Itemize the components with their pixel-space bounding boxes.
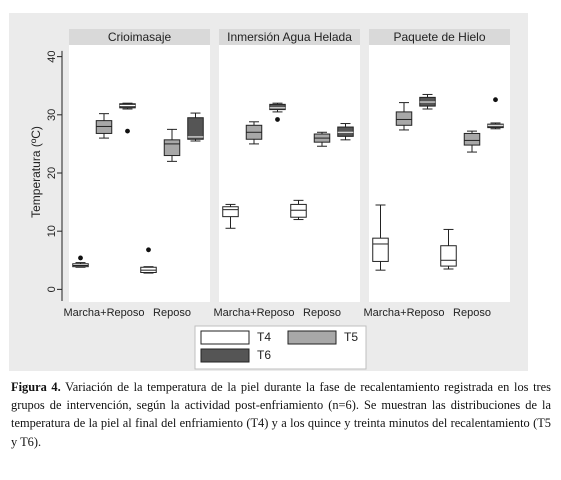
panel: Paquete de Hielo Marcha+Reposo Reposo xyxy=(363,29,510,319)
panel-title: Paquete de Hielo xyxy=(393,30,485,44)
y-axis: 0 10 20 30 40 xyxy=(46,51,63,301)
box-plot xyxy=(119,102,136,134)
x-category-label: Reposo xyxy=(153,307,191,319)
panel-strip xyxy=(69,29,210,45)
box-plot xyxy=(419,93,436,110)
y-tick-label: 30 xyxy=(46,109,58,121)
box-plot xyxy=(140,247,157,274)
y-tick-label: 0 xyxy=(46,286,58,292)
box-plot xyxy=(395,102,413,131)
box-body xyxy=(463,132,481,146)
box-plot xyxy=(95,113,113,139)
box-plot xyxy=(72,255,89,268)
figure-chart: Temperatura (ºC) 0 10 20 30 40 Crioimasaje Ma… xyxy=(9,13,528,371)
box-body xyxy=(395,111,413,126)
x-category-label: Reposo xyxy=(453,307,491,319)
panel-plot-area xyxy=(369,45,510,302)
panel-title: Crioimasaje xyxy=(108,30,172,44)
box-body xyxy=(487,123,504,129)
box-plot xyxy=(187,112,204,142)
box-body xyxy=(290,203,307,218)
box-body xyxy=(187,117,204,140)
box-body xyxy=(95,120,113,134)
box-body xyxy=(269,103,286,111)
x-category-label: Marcha+Reposo xyxy=(213,307,294,319)
panel-strip xyxy=(369,29,510,45)
box-plot xyxy=(337,123,354,141)
panel: Inmersión Agua Helada Marcha+Reposo Reposo xyxy=(213,29,360,319)
box-plot xyxy=(313,131,331,147)
box-plot xyxy=(269,102,286,122)
box-plot xyxy=(487,97,504,130)
box-body xyxy=(440,245,457,267)
box-outlier xyxy=(125,128,130,134)
caption-label: Figura 4. xyxy=(11,380,61,394)
box-plot xyxy=(163,128,181,162)
x-category-label: Marcha+Reposo xyxy=(363,307,444,319)
box-plot xyxy=(245,121,263,145)
panel-plot-area xyxy=(219,45,360,302)
box-plot xyxy=(440,228,457,270)
legend-label: T4 xyxy=(257,330,271,344)
box-body xyxy=(222,206,239,218)
legend-label: T5 xyxy=(344,330,358,344)
y-tick-label: 40 xyxy=(46,51,58,63)
box-outlier xyxy=(493,97,498,103)
legend-swatch xyxy=(200,348,250,363)
box-body xyxy=(337,126,354,137)
y-axis-label: Temperatura (ºC) xyxy=(29,126,43,218)
box-plot xyxy=(222,203,239,229)
box-plot xyxy=(290,199,307,221)
figure-caption: Figura 4. Variación de la temperatura de… xyxy=(11,378,551,451)
panel-strip xyxy=(219,29,360,45)
box-outlier xyxy=(146,247,151,253)
box-outlier xyxy=(275,117,280,122)
y-tick-label: 10 xyxy=(46,225,58,237)
x-category-label: Reposo xyxy=(303,307,341,319)
panel-title: Inmersión Agua Helada xyxy=(227,30,352,44)
legend-swatch xyxy=(200,330,250,345)
caption-text: Variación de la temperatura de la piel d… xyxy=(11,380,551,449)
chart-legend: T4 T5 T6 xyxy=(194,325,367,370)
box-plot xyxy=(372,204,389,271)
legend-label: T6 xyxy=(257,348,271,362)
box-body xyxy=(163,139,181,157)
panel-plot-area xyxy=(69,45,210,302)
box-body xyxy=(372,237,389,262)
x-category-label: Marcha+Reposo xyxy=(63,307,144,319)
legend-swatch xyxy=(287,330,337,345)
box-plot xyxy=(463,130,481,153)
y-tick-label: 20 xyxy=(46,167,58,179)
box-outlier xyxy=(78,255,83,261)
panel: Crioimasaje Marcha+Reposo Reposo xyxy=(63,29,210,319)
